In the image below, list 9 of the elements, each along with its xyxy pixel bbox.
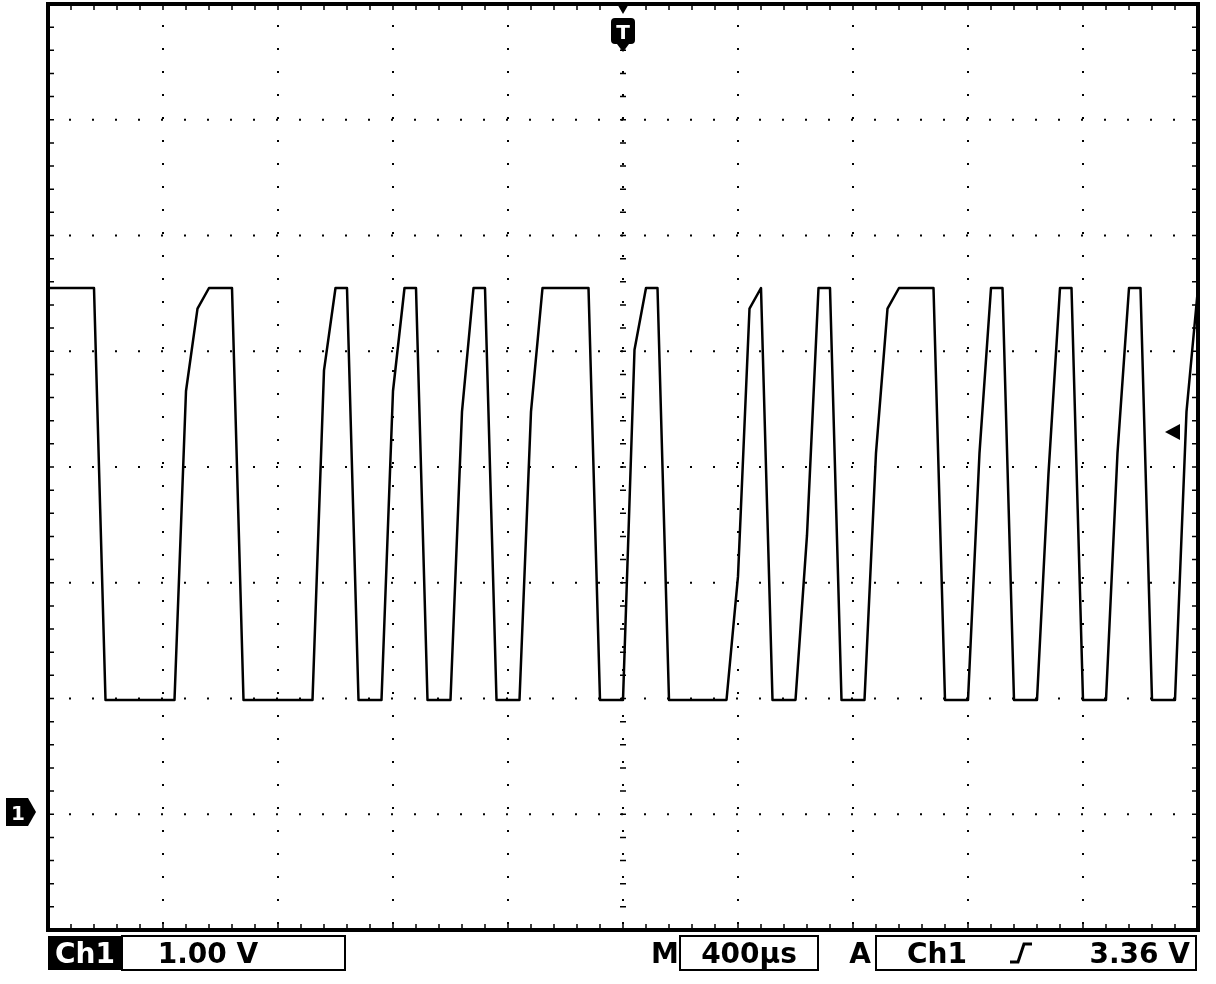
text: 1 [11, 801, 25, 825]
text: 400µs [701, 937, 797, 970]
text: M [651, 937, 679, 970]
text: A [849, 937, 872, 970]
text: T [616, 20, 631, 44]
text: 3.36 V [1089, 937, 1191, 970]
text: 1.00 V [157, 937, 259, 970]
text: Ch1 [55, 937, 115, 970]
text: Ch1 [907, 937, 967, 970]
